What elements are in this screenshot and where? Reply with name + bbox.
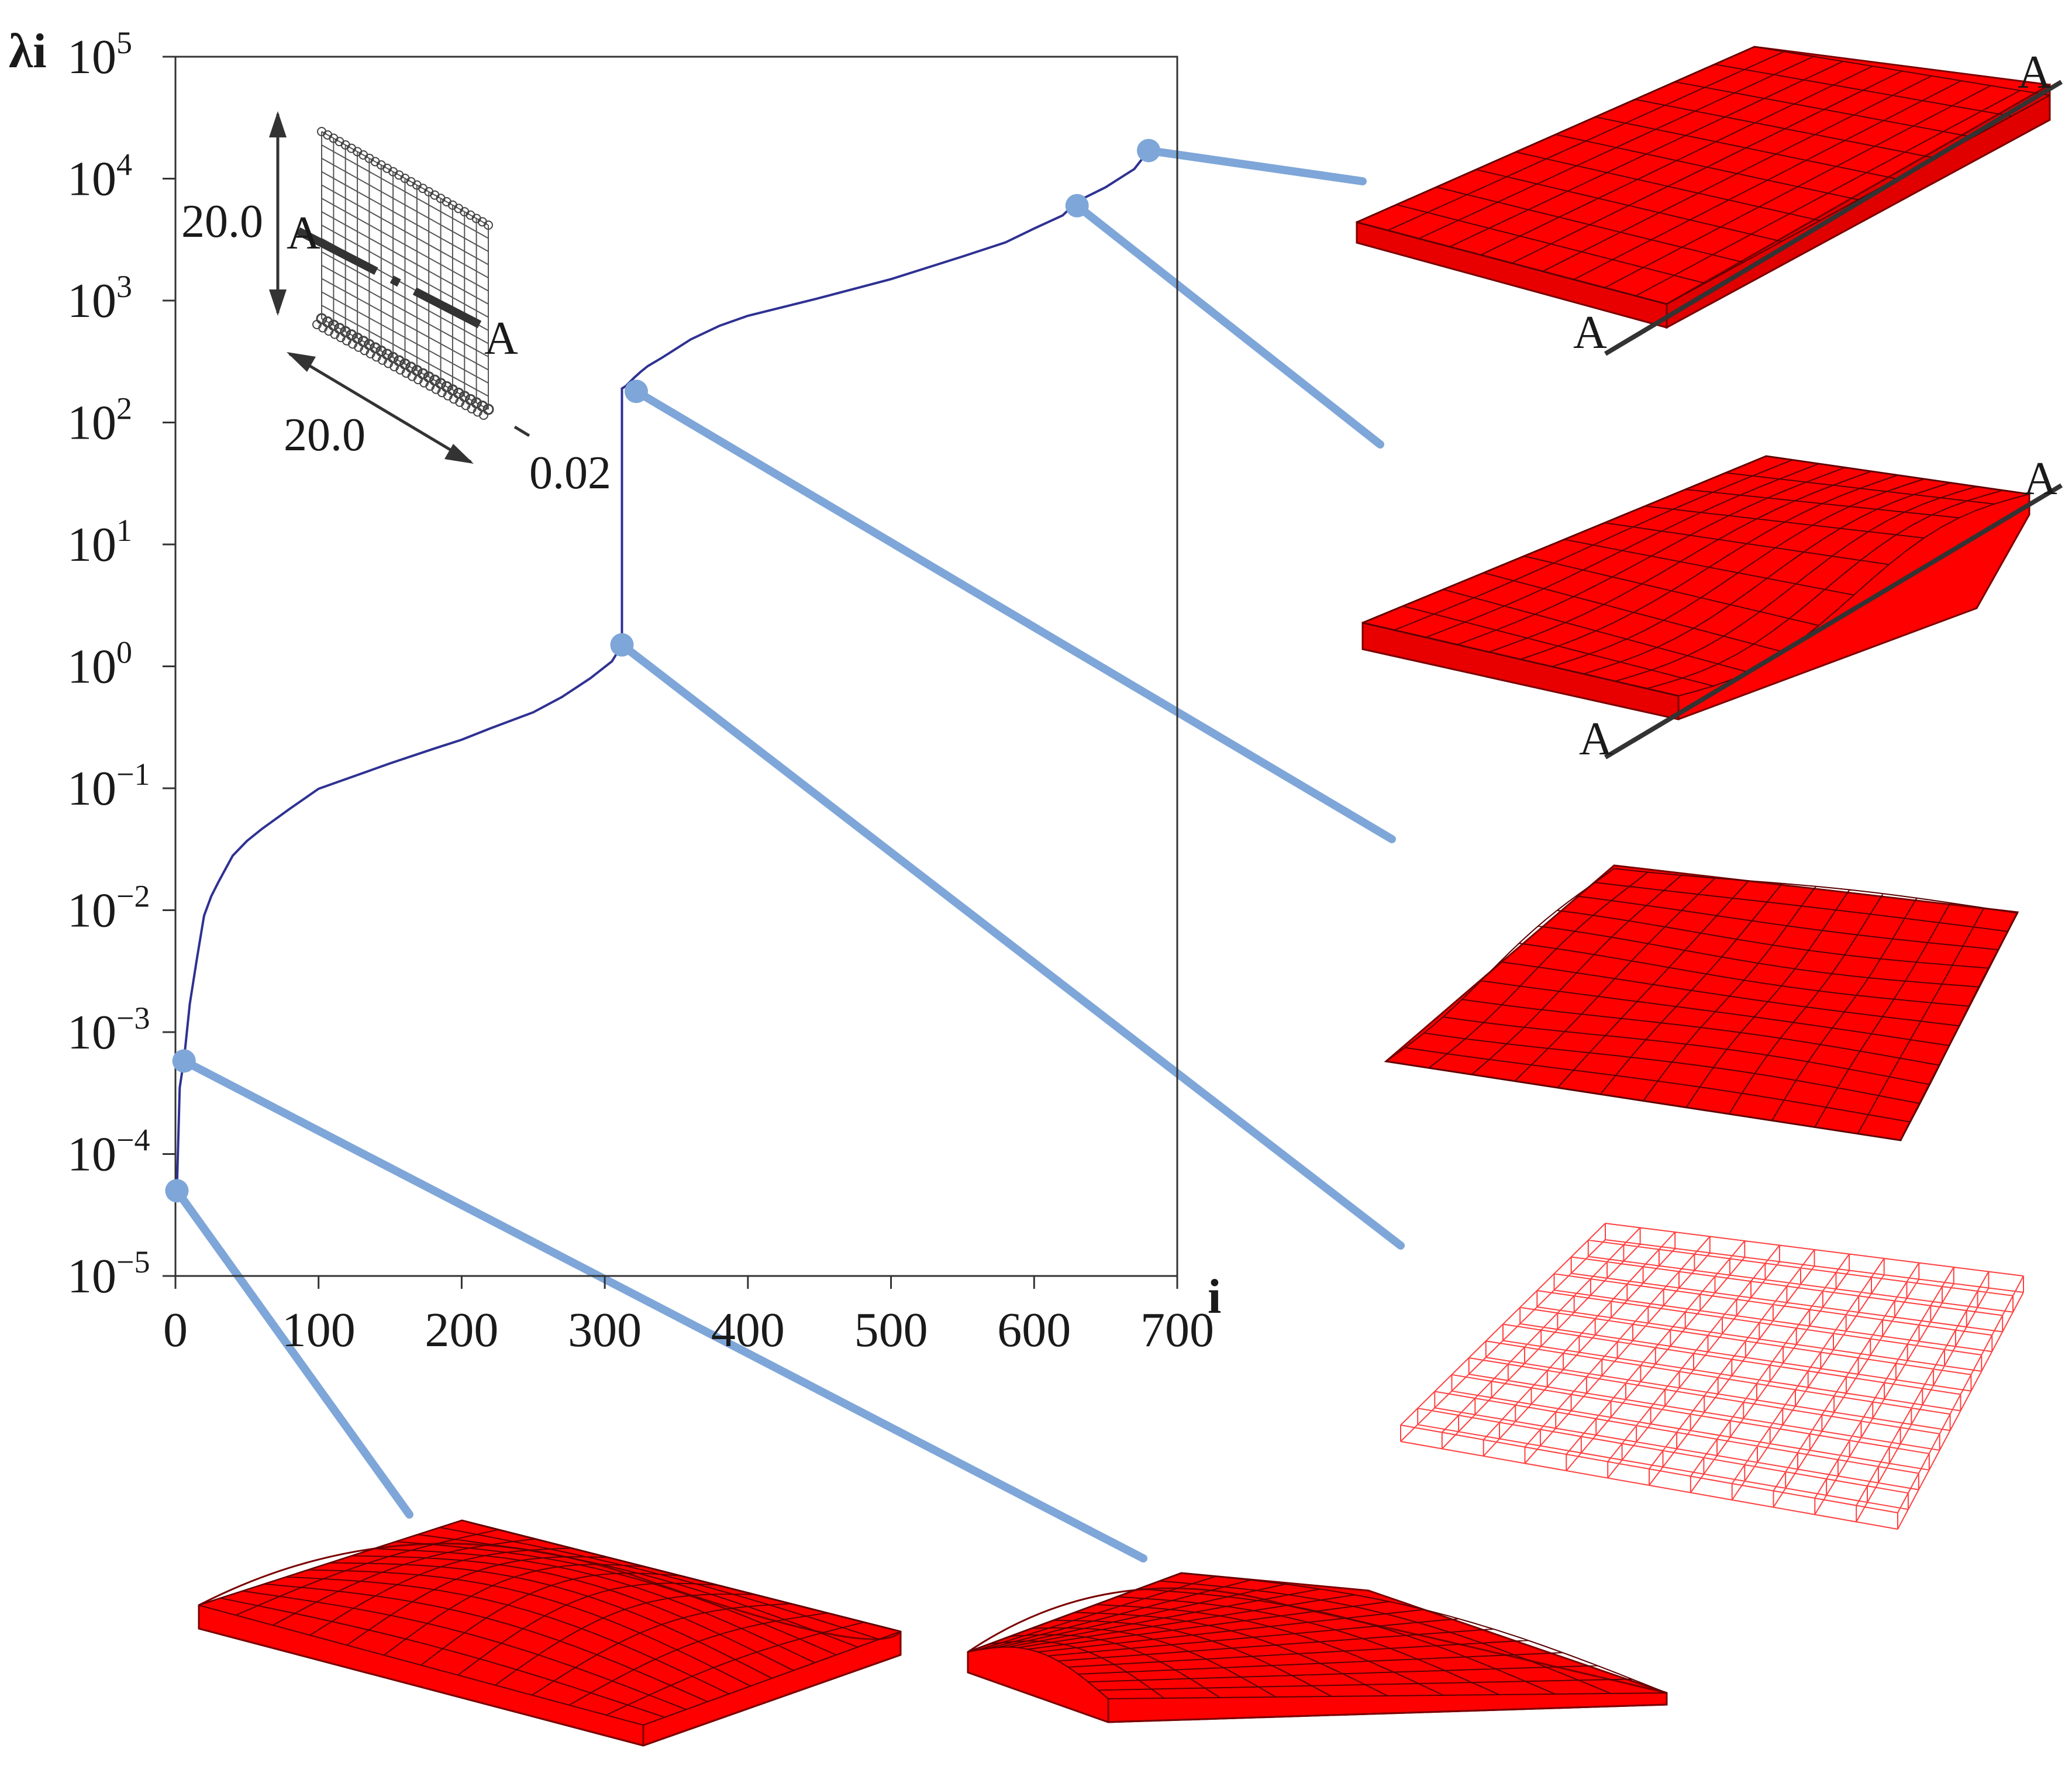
inset-support-top	[484, 220, 493, 230]
y-axis-label: λi	[9, 24, 47, 78]
highlight-point	[1065, 194, 1089, 218]
callout-line	[173, 1186, 413, 1519]
inset-section-label-right: A	[484, 313, 518, 364]
width-dimension	[287, 352, 474, 464]
inset-mesh-lines	[321, 131, 489, 410]
y-tick-label: 103	[67, 269, 132, 328]
mode-shape-1	[198, 1519, 902, 1747]
highlight-point	[165, 1179, 189, 1203]
callout-line	[618, 640, 1405, 1250]
callout-line	[180, 1057, 1147, 1563]
x-tick-label: 100	[282, 1303, 356, 1357]
section-line-lower	[1604, 483, 2063, 760]
section-line-upper	[1604, 80, 2063, 356]
inset-height-label: 20.0	[181, 196, 263, 247]
inset-plate: 20.0 20.0 0.02 A A	[181, 111, 611, 499]
inset-thickness-label: 0.02	[529, 447, 611, 499]
y-tick-label: 101	[67, 513, 132, 572]
mode-shape-2	[967, 1572, 1668, 1723]
highlight-point	[624, 380, 648, 403]
section-label-2: A	[1573, 307, 1607, 358]
data-series	[175, 150, 1150, 1191]
callout-line	[1073, 201, 1384, 449]
highlight-point	[172, 1049, 196, 1073]
y-tick-label: 10−5	[67, 1244, 150, 1303]
x-axis: 0 100 200 300 400 500 600 700	[163, 1276, 1214, 1357]
highlight-point	[610, 633, 634, 657]
y-tick-label: 102	[67, 391, 132, 450]
mode-shape-3	[1356, 46, 2051, 329]
highlight-point	[1137, 139, 1161, 163]
plot-frame	[174, 56, 1178, 1277]
y-tick-label: 10−4	[67, 1123, 150, 1182]
series-line	[175, 150, 1150, 1191]
x-tick-label: 500	[854, 1303, 928, 1357]
x-tick-label: 600	[997, 1303, 1071, 1357]
inset-support-bottom	[479, 411, 488, 420]
x-tick-label: 200	[425, 1303, 498, 1357]
section-label-3: A	[2023, 453, 2057, 505]
highlight-points	[165, 139, 1161, 1203]
thickness-marker	[513, 425, 530, 437]
callout-line	[632, 387, 1396, 843]
inset-mesh	[312, 127, 494, 420]
x-axis-label: i	[1208, 1270, 1221, 1324]
inset-width-label: 20.0	[284, 409, 366, 461]
section-label-1: A	[2018, 47, 2052, 98]
y-tick-label: 105	[67, 25, 132, 84]
y-tick-label: 10−2	[67, 879, 150, 938]
y-tick-label: 10−1	[67, 757, 150, 816]
y-tick-label: 100	[67, 635, 132, 694]
inset-section-label-left: A	[287, 208, 320, 259]
callout-lines	[173, 146, 1405, 1563]
mode-shape-5	[1384, 864, 2019, 1141]
x-tick-label: 400	[711, 1303, 785, 1357]
inset-support-bottom	[482, 403, 494, 415]
y-axis: 105 104 103 102 101 100 10−1 10−2 10−3 10−4 10−5	[67, 25, 175, 1303]
height-dimension	[269, 111, 287, 316]
mode-shape-4	[1361, 455, 2030, 720]
mode-shape-6	[1400, 1223, 2024, 1530]
y-tick-label: 10−3	[67, 1001, 150, 1060]
x-tick-label: 700	[1140, 1303, 1214, 1357]
x-tick-label: 300	[568, 1303, 642, 1357]
x-tick-label: 0	[163, 1303, 188, 1357]
callout-line	[1144, 146, 1367, 185]
section-label-4: A	[1579, 713, 1613, 765]
y-tick-label: 104	[67, 147, 132, 206]
